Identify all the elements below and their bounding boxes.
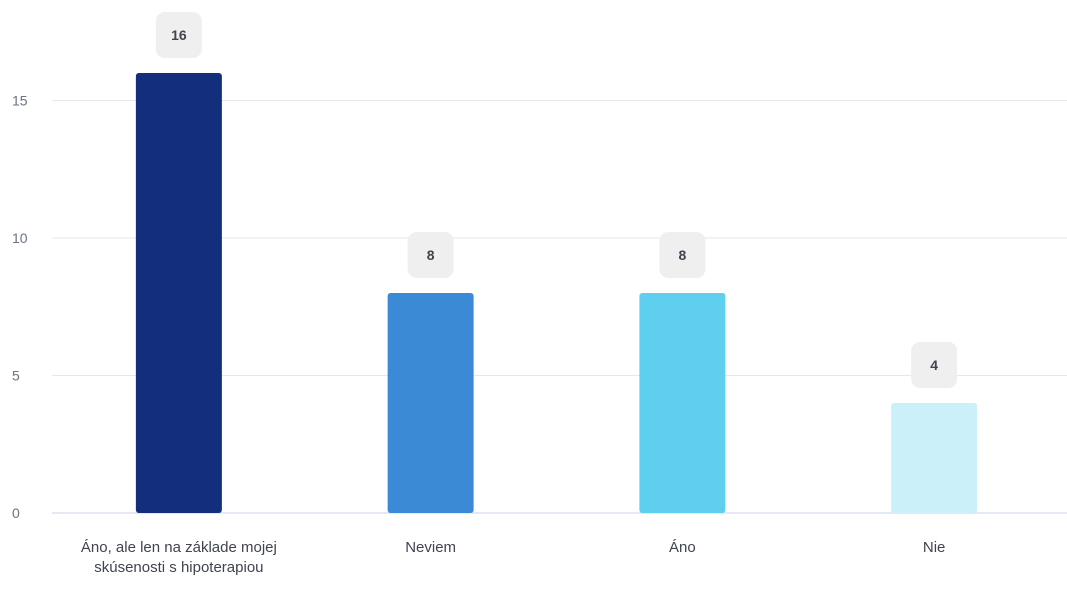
value-badge xyxy=(155,12,202,58)
x-tick-label: Neviem xyxy=(405,539,457,556)
bar xyxy=(387,293,474,513)
y-tick-label: 5 xyxy=(12,368,20,384)
x-tick-label: Áno, ale len na základe mojej skúsenosti… xyxy=(80,539,277,576)
value-badge xyxy=(659,232,706,278)
y-tick-label: 0 xyxy=(12,505,20,521)
x-tick-label: Áno xyxy=(669,539,696,556)
bar xyxy=(891,403,978,513)
data-label: 8 xyxy=(678,247,686,263)
bar xyxy=(135,73,222,513)
value-badge xyxy=(407,232,454,278)
y-tick-label: 10 xyxy=(12,230,28,246)
bar xyxy=(639,293,726,513)
data-label: 16 xyxy=(171,27,187,43)
value-badge xyxy=(911,342,958,388)
data-label: 4 xyxy=(930,357,938,373)
data-label: 8 xyxy=(427,247,435,263)
x-tick-label: Nie xyxy=(922,539,946,556)
y-tick-label: 15 xyxy=(12,93,28,109)
